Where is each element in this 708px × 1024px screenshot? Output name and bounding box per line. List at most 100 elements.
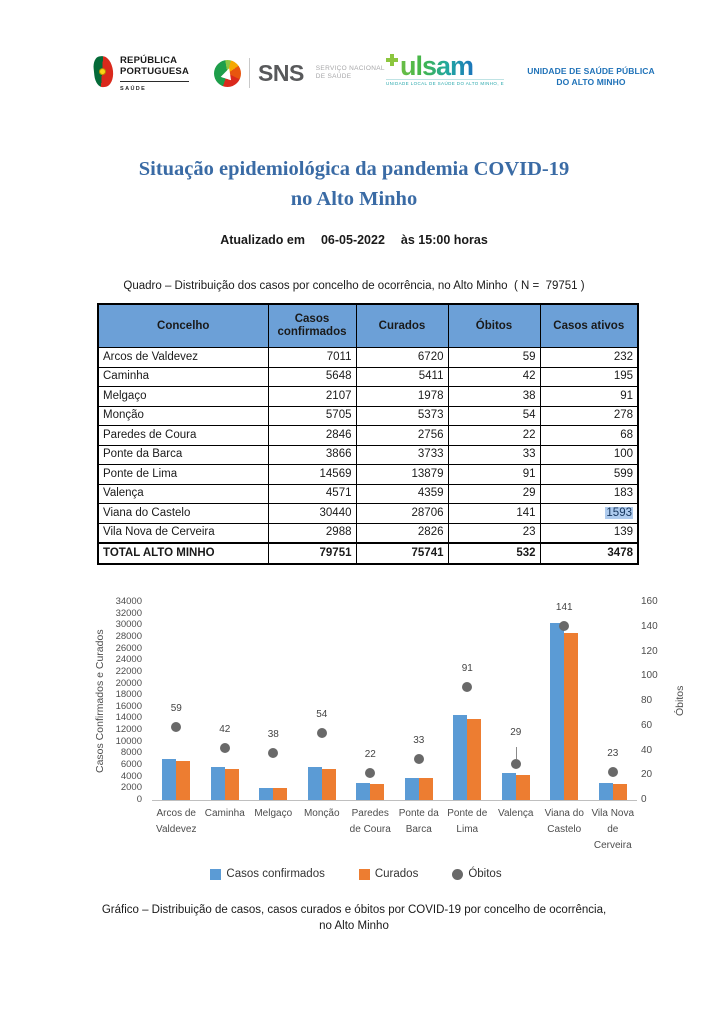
ulsam-tagline: UNIDADE LOCAL DE SAÚDE DO ALTO MINHO, EP… xyxy=(386,79,504,86)
obitos-data-label: 91 xyxy=(461,663,473,675)
right-axis-tick: 120 xyxy=(641,645,658,657)
curados-bar xyxy=(564,632,579,800)
value-cell: 22 xyxy=(447,425,541,446)
ulsam-wordmark: ulsam xyxy=(400,51,474,81)
obitos-data-label: 54 xyxy=(316,709,328,721)
selection-highlight: 1593 xyxy=(605,506,633,519)
republica-logo-text: REPÚBLICA PORTUGUESA xyxy=(120,55,190,82)
right-axis-ticks: 0 20 40 60 80 100 120 140 160 xyxy=(641,597,677,805)
casos-confirmados-bar xyxy=(162,759,177,800)
data-label-leader-line xyxy=(515,747,517,760)
concelho-cell: Melgaço xyxy=(97,386,269,407)
right-axis-tick: 60 xyxy=(641,719,653,731)
casos-confirmados-bar xyxy=(550,622,565,800)
obitos-data-label: 23 xyxy=(607,747,619,759)
sns-circle-icon xyxy=(214,59,241,87)
total-cell: 79751 xyxy=(267,542,357,564)
category-label: Monção xyxy=(303,808,340,819)
table-row: Arcos de Valdevez 7011 6720 59 232 xyxy=(97,347,639,368)
casos-confirmados-bar xyxy=(453,715,468,800)
value-cell: 7011 xyxy=(267,347,357,368)
legend-square-marker xyxy=(358,868,370,880)
casos-confirmados-bar xyxy=(259,787,274,800)
curados-bar xyxy=(467,719,482,800)
bar-group: 23 xyxy=(589,602,638,800)
obitos-data-label: 38 xyxy=(267,728,279,740)
value-cell: 3733 xyxy=(355,444,449,465)
category-axis-labels: Arcos de Valdevez Caminha Melgaço Monção Par… xyxy=(152,806,637,854)
value-cell: 91 xyxy=(539,386,639,407)
total-cell: 532 xyxy=(447,542,541,564)
portugal-flag-icon xyxy=(92,55,115,88)
updated-label: Atualizado em xyxy=(220,233,305,247)
value-cell: 23 xyxy=(447,522,541,544)
table-caption: Quadro – Distribuição dos casos por conc… xyxy=(123,280,585,292)
value-cell: 1593 xyxy=(539,503,639,524)
left-axis-tick: 22000 xyxy=(115,665,142,677)
category-label: Caminha xyxy=(204,808,245,819)
left-axis-tick: 26000 xyxy=(115,642,142,654)
table-row: Ponte de Lima 14569 13879 91 599 xyxy=(97,464,639,485)
value-cell: 59 xyxy=(447,347,541,368)
value-cell: 2107 xyxy=(267,386,357,407)
legend-item: Curados xyxy=(358,868,418,880)
column-header: Casos confirmados xyxy=(267,303,357,348)
sns-logo: SNS SERVIÇO NACIONAL DE SAÚDE xyxy=(214,58,385,88)
column-header: Óbitos xyxy=(447,303,541,348)
curados-bar xyxy=(418,778,433,800)
value-cell: 4359 xyxy=(355,483,449,504)
legend-label: Casos confirmados xyxy=(226,868,325,880)
obitos-point xyxy=(365,767,376,778)
value-cell: 2756 xyxy=(355,425,449,446)
obitos-point xyxy=(219,743,230,754)
value-cell: 183 xyxy=(539,483,639,504)
curados-bar xyxy=(273,788,288,800)
left-axis-tick: 28000 xyxy=(115,630,142,642)
column-header: Casos ativos xyxy=(539,303,639,348)
table-row: Valença 4571 4359 29 183 xyxy=(97,483,639,504)
covid-combo-chart: Casos Confirmados e Curados 0 2000 4000 600… xyxy=(94,588,696,898)
concelho-cell: Monção xyxy=(97,405,269,426)
value-cell: 5648 xyxy=(267,366,357,387)
table-row: Ponte da Barca 3866 3733 33 100 xyxy=(97,444,639,465)
left-axis-tick: 0 xyxy=(136,794,142,805)
casos-confirmados-bar xyxy=(210,767,225,800)
obitos-data-label: 59 xyxy=(170,703,182,714)
right-axis-title: Óbitos xyxy=(674,685,686,717)
sns-acronym: SNS xyxy=(258,59,304,86)
republica-saude-label: SAÚDE xyxy=(120,86,147,92)
table-total-row: TOTAL ALTO MINHO 79751 75741 532 3478 xyxy=(97,542,639,564)
left-axis-tick: 14000 xyxy=(115,712,142,724)
value-cell: 13879 xyxy=(355,464,449,485)
total-cell: 3478 xyxy=(539,542,639,564)
curados-bar xyxy=(515,774,530,800)
value-cell: 5411 xyxy=(355,366,449,387)
value-cell: 4571 xyxy=(267,483,357,504)
updated-time: às 15:00 horas xyxy=(400,233,488,247)
left-axis-tick: 8000 xyxy=(120,747,142,759)
table-row: Caminha 5648 5411 42 195 xyxy=(97,366,639,387)
concelho-cell: Caminha xyxy=(97,366,269,387)
category-label: Ponte da Barca xyxy=(398,808,439,835)
right-axis-tick: 80 xyxy=(641,695,653,706)
casos-confirmados-bar xyxy=(356,783,371,800)
casos-confirmados-bar xyxy=(501,773,516,800)
concelho-cell: Vila Nova de Cerveira xyxy=(97,522,269,544)
category-label: Valença xyxy=(498,808,534,819)
value-cell: 3866 xyxy=(267,444,357,465)
left-axis-tick: 2000 xyxy=(120,782,142,794)
left-axis-tick: 12000 xyxy=(115,724,142,736)
value-cell: 38 xyxy=(447,386,541,407)
right-axis-tick: 40 xyxy=(641,744,653,756)
left-axis-tick: 20000 xyxy=(115,677,142,689)
right-axis-tick: 0 xyxy=(641,794,647,805)
column-header: Curados xyxy=(355,303,449,348)
value-cell: 2826 xyxy=(355,522,449,544)
table-body: Arcos de Valdevez 7011 6720 59 232 Caminha 564… xyxy=(97,347,639,564)
category-label: Viana do Castelo xyxy=(544,808,584,835)
left-axis-tick: 24000 xyxy=(115,654,142,666)
left-axis-tick: 10000 xyxy=(115,735,142,747)
value-cell: 6720 xyxy=(355,347,449,368)
republica-line1: REPÚBLICA xyxy=(120,55,178,66)
